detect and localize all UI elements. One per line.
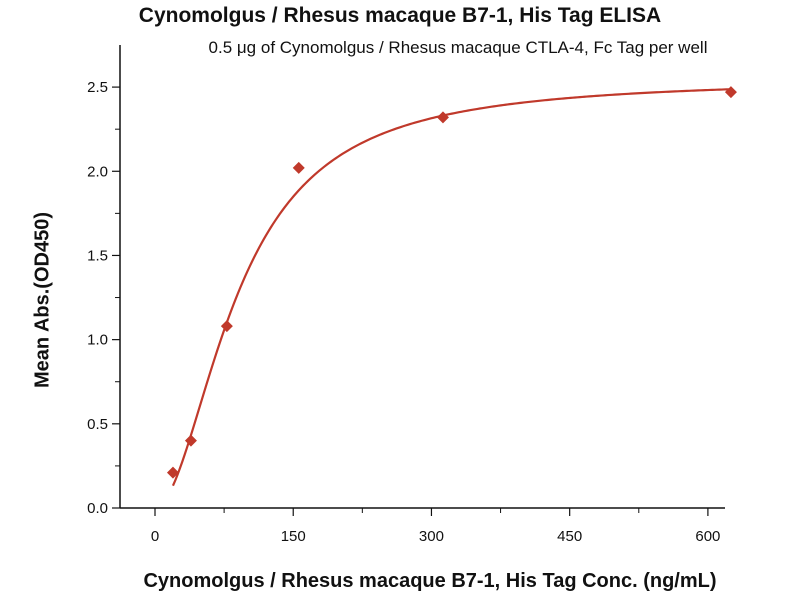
data-point <box>292 161 305 174</box>
x-tick-label: 450 <box>557 528 582 545</box>
data-point <box>166 466 179 479</box>
chart-subtitle: 0.5 μg of Cynomolgus / Rhesus macaque CT… <box>208 38 708 57</box>
x-axis-label: Cynomolgus / Rhesus macaque B7-1, His Ta… <box>143 570 717 592</box>
y-tick-label: 2.5 <box>87 79 108 96</box>
x-tick-label: 150 <box>281 528 306 545</box>
data-point <box>184 434 197 447</box>
chart-title: Cynomolgus / Rhesus macaque B7-1, His Ta… <box>138 4 662 27</box>
y-axis-label: Mean Abs.(OD450) <box>31 212 54 388</box>
x-tick-label: 0 <box>151 528 159 545</box>
y-tick-label: 0.0 <box>87 500 108 517</box>
y-tick-label: 1.5 <box>87 247 108 264</box>
x-tick-label: 600 <box>695 528 720 545</box>
x-ticks: 0 150 300 450 600 <box>151 508 720 545</box>
x-tick-label: 300 <box>419 528 444 545</box>
data-points <box>166 86 737 479</box>
fit-curve <box>171 88 731 487</box>
data-point <box>436 111 449 124</box>
y-tick-label: 0.5 <box>87 416 108 433</box>
y-tick-label: 2.0 <box>87 163 108 180</box>
data-point <box>220 320 233 333</box>
y-ticks: 0.0 0.5 1.0 1.5 2.0 2.5 <box>87 79 120 517</box>
y-tick-label: 1.0 <box>87 332 108 349</box>
data-point <box>724 86 737 99</box>
